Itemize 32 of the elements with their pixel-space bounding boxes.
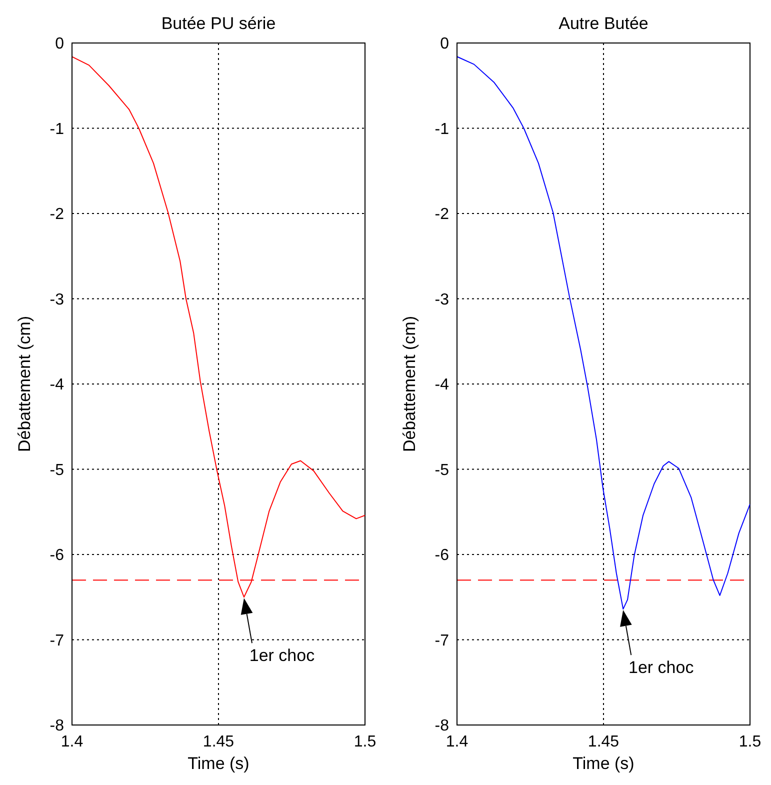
y-tick-label: -1	[434, 120, 450, 138]
x-tick-label: 1.45	[202, 733, 234, 750]
x-tick-label: 1.5	[738, 733, 762, 750]
y-axis-title: Débattement (cm)	[15, 316, 34, 452]
y-tick-label: -5	[50, 462, 64, 479]
y-tick-label: -4	[50, 376, 64, 394]
chart-title: Butée PU série	[160, 14, 277, 34]
x-tick-label: 1.45	[588, 733, 620, 750]
y-tick-label: -5	[434, 462, 450, 479]
y-tick-label: -8	[50, 718, 64, 735]
x-tick-label: 1.4	[60, 733, 84, 750]
chart-title: Autre Butée	[558, 14, 650, 34]
y-tick-label: -6	[50, 547, 64, 564]
annotation: 1er choc	[628, 658, 694, 678]
x-axis-title: Time (s)	[188, 754, 250, 773]
x-axis-title: Time (s)	[572, 754, 634, 773]
y-tick-label: -1	[50, 120, 64, 138]
y-tick-label: -2	[434, 206, 450, 224]
y-tick-label: 0	[440, 36, 450, 53]
y-tick-label: 0	[55, 36, 64, 53]
y-tick-label: -3	[434, 291, 450, 308]
y-tick-label: -7	[434, 632, 450, 650]
annotation: 1er choc	[249, 646, 316, 666]
y-axis-title: Débattement (cm)	[400, 316, 420, 452]
y-tick-label: -8	[434, 718, 450, 735]
y-tick-label: -6	[434, 547, 450, 564]
x-tick-label: 1.5	[354, 733, 376, 750]
y-tick-label: -7	[50, 632, 64, 650]
y-tick-label: -2	[50, 206, 64, 224]
y-tick-label: -4	[434, 376, 450, 394]
y-tick-label: -3	[50, 291, 64, 308]
x-tick-label: 1.4	[446, 733, 468, 750]
